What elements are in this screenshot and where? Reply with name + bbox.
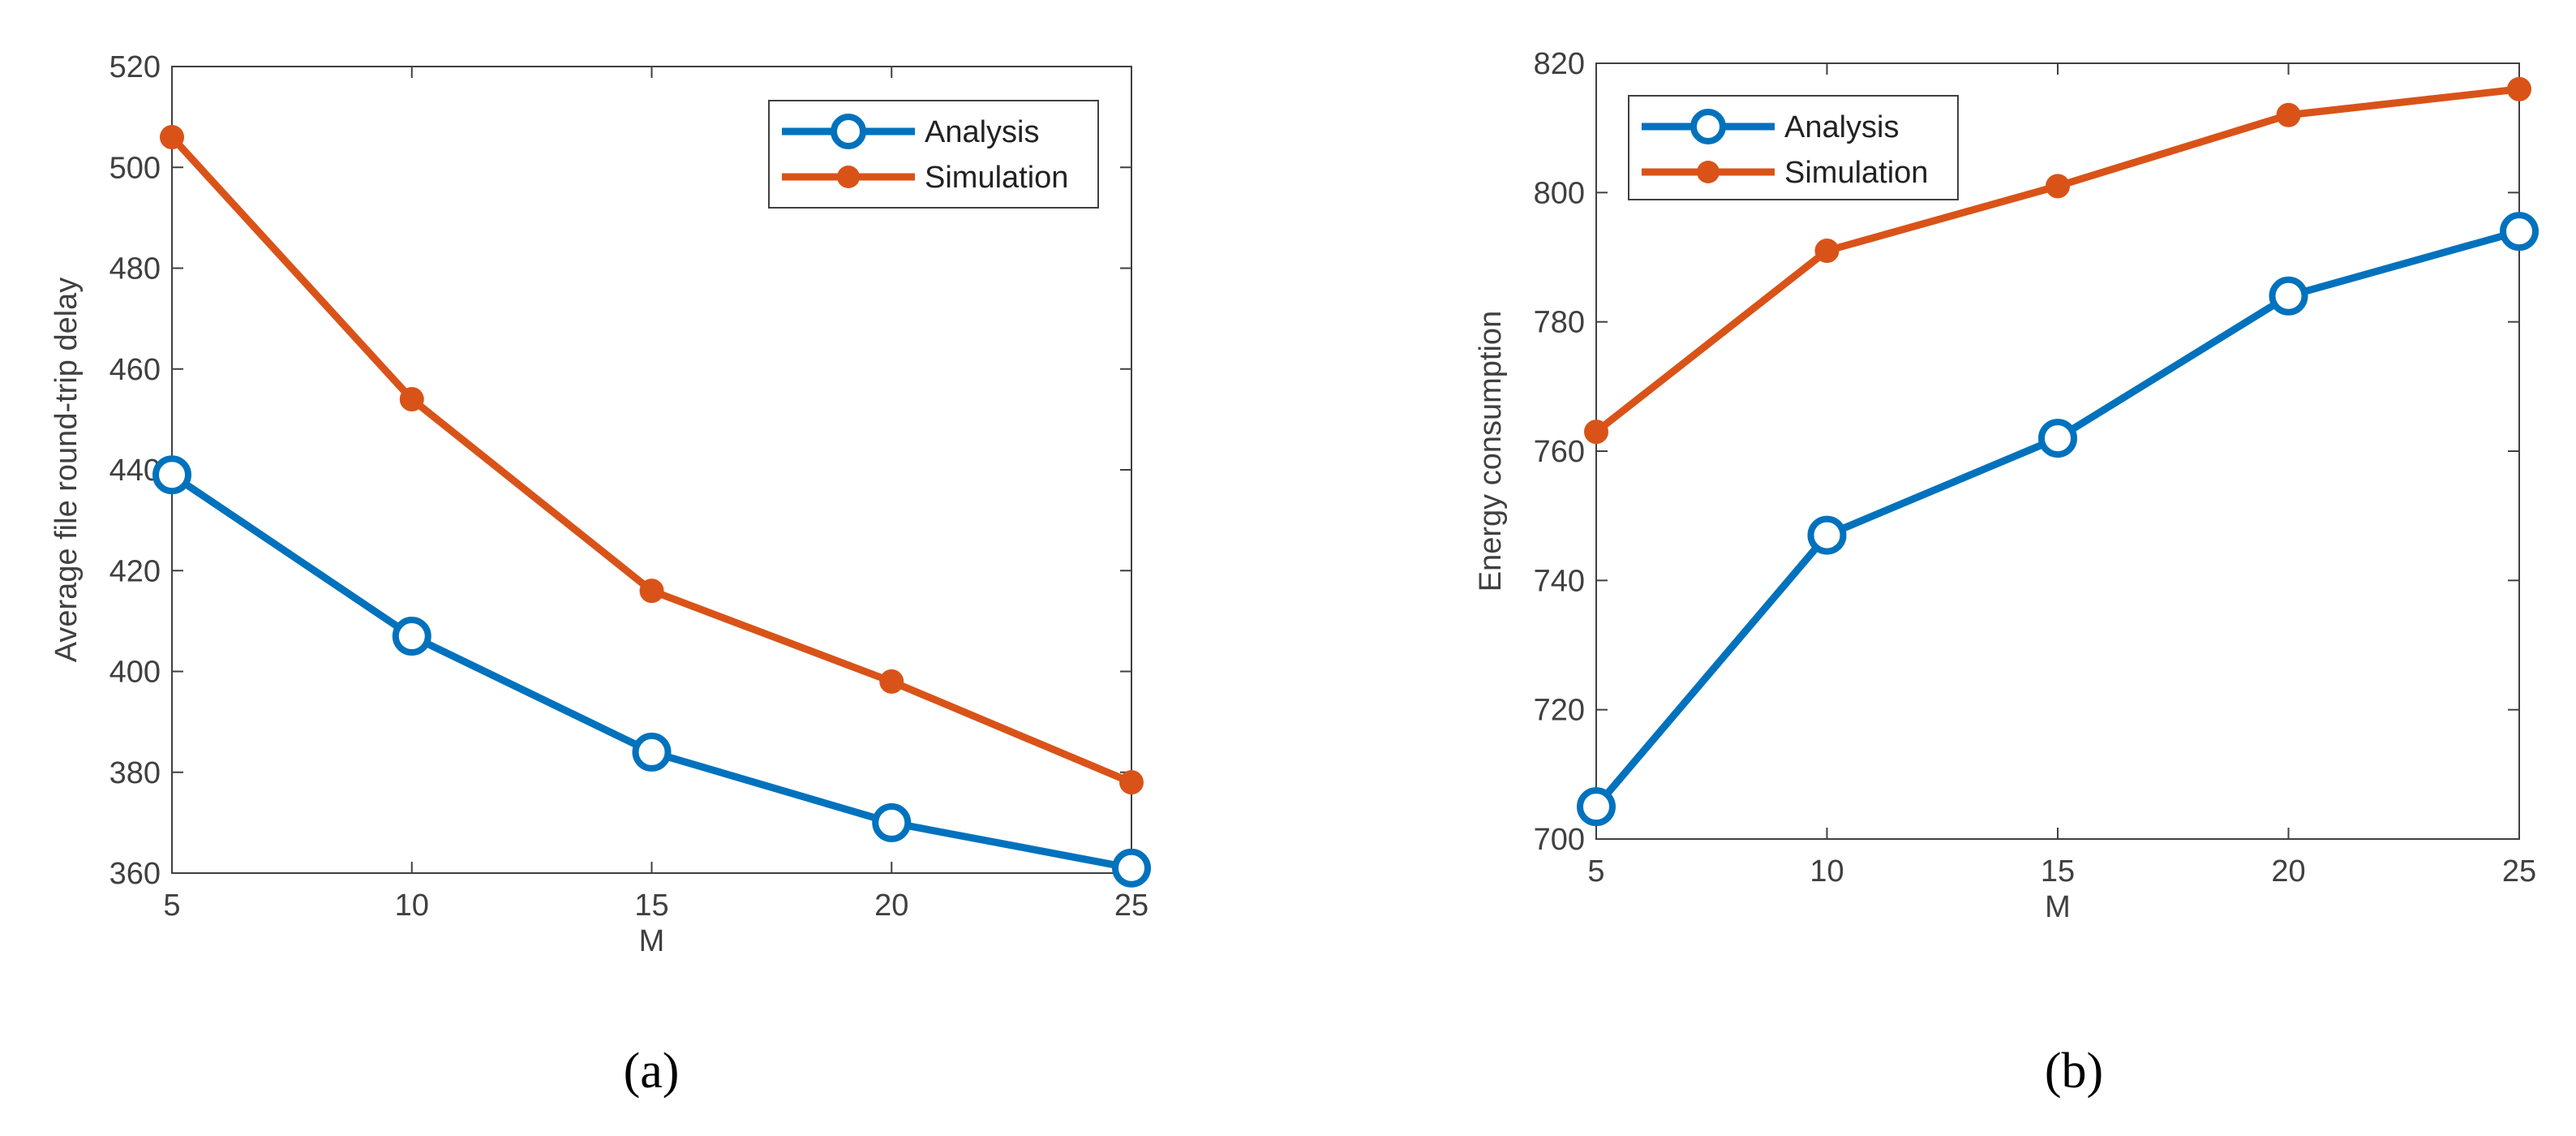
y-tick-label: 760: [1534, 435, 1585, 469]
x-tick-label: 15: [634, 889, 668, 923]
data-point-analysis: [1807, 515, 1847, 555]
data-point-simulation: [2507, 76, 2531, 101]
chart-a: 5 10 15 20 25 360 380 400 420 440 460 480 500 520 M Ave…: [49, 50, 1151, 1099]
data-point-analysis: [2038, 419, 2077, 458]
data-point-simulation: [639, 579, 664, 604]
legend-marker-simulation: [1697, 161, 1719, 183]
x-tick-label: 15: [2041, 854, 2075, 889]
data-point-analysis: [2269, 276, 2308, 316]
x-tick-label: 25: [1114, 889, 1148, 923]
y-tick-label: 480: [109, 252, 161, 286]
data-point-analysis: [1577, 787, 1616, 827]
x-tick-label: 20: [2271, 854, 2305, 889]
panel-label: (a): [624, 1043, 680, 1099]
y-tick-label: 700: [1534, 823, 1585, 857]
data-point-analysis: [392, 617, 431, 656]
y-tick-label: 500: [109, 151, 161, 185]
y-tick-label: 800: [1534, 176, 1585, 210]
x-tick-label: 20: [874, 889, 908, 923]
y-tick-label: 720: [1534, 694, 1585, 728]
y-tick-label: 780: [1534, 306, 1585, 340]
y-tick-label: 820: [1534, 47, 1585, 81]
y-tick-label: 400: [109, 656, 161, 690]
y-tick-label: 380: [109, 756, 161, 790]
data-point-analysis: [152, 455, 191, 495]
series-line-analysis: [170, 471, 1132, 872]
panel-label: (b): [2045, 1043, 2103, 1099]
legend-marker-analysis: [831, 114, 866, 149]
data-point-analysis: [872, 803, 912, 842]
legend-marker-analysis: [1690, 109, 1726, 144]
data-point-simulation: [399, 387, 424, 412]
data-point-simulation: [879, 669, 904, 694]
x-tick-label: 5: [1587, 854, 1604, 889]
x-tick-label: 25: [2502, 854, 2536, 889]
y-tick-label: 740: [1534, 564, 1585, 598]
y-axis-label: Average file round-trip delay: [49, 278, 84, 663]
legend-box: [1628, 95, 1959, 200]
legend-label-analysis: Analysis: [1784, 110, 1900, 144]
x-axis-label: M: [2045, 890, 2071, 924]
legend-label-analysis: Analysis: [925, 115, 1040, 149]
data-point-simulation: [160, 124, 184, 149]
y-tick-label: 440: [109, 454, 161, 488]
series-line-analysis: [1593, 227, 2521, 810]
legend-label-simulation: Simulation: [1784, 156, 1928, 190]
data-point-simulation: [2276, 102, 2301, 127]
data-point-analysis: [2500, 212, 2539, 252]
y-tick-label: 420: [109, 554, 161, 588]
chart-b: 5 10 15 20 25 700 720 740 760 780 800 820 M Energy co…: [1474, 47, 2539, 1099]
data-point-analysis: [632, 732, 672, 772]
x-tick-label: 10: [1810, 854, 1844, 889]
legend-label-simulation: Simulation: [925, 161, 1068, 195]
series-line-simulation: [169, 134, 1133, 786]
data-point-simulation: [1814, 239, 1840, 264]
y-tick-label: 520: [109, 50, 161, 84]
data-point-simulation: [1119, 770, 1144, 795]
legend-box: [768, 100, 1099, 209]
x-tick-label: 10: [395, 889, 429, 923]
y-tick-label: 460: [109, 353, 161, 387]
y-tick-label: 360: [109, 857, 161, 891]
x-tick-label: 5: [163, 889, 180, 923]
y-axis-label: Energy consumption: [1474, 311, 1508, 592]
data-point-simulation: [1584, 420, 1608, 445]
legend-marker-simulation: [837, 166, 860, 188]
data-point-simulation: [2046, 174, 2070, 199]
data-point-analysis: [1112, 848, 1151, 888]
x-axis-label: M: [639, 924, 665, 958]
